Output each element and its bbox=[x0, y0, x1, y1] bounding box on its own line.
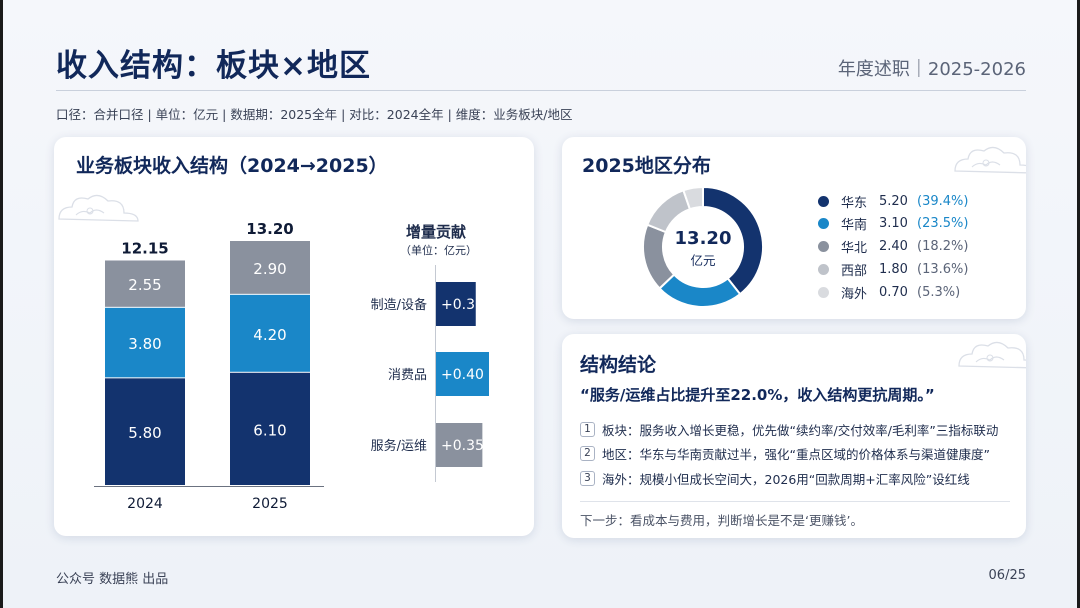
bar-segment bbox=[230, 294, 310, 372]
legend-value: 3.10 bbox=[879, 215, 908, 231]
legend-value: 1.80 bbox=[879, 261, 908, 277]
region-card bbox=[562, 137, 1026, 319]
region-card-title: 2025地区分布 bbox=[582, 155, 711, 177]
legend-value: 2.40 bbox=[879, 238, 908, 254]
conclusion-point: 1 板块：服务收入增长更稳，优先做“续约率/交付效率/毛利率”三指标联动 bbox=[580, 420, 998, 439]
bar-segment-label: 6.10 bbox=[253, 421, 286, 439]
increment-bar-label: +0.40 bbox=[441, 367, 484, 383]
bar-segment-label: 3.80 bbox=[128, 335, 161, 353]
conclusion-point: 3 海外：规模小但成长空间大，2026用“回款周期+汇率风险”设红线 bbox=[580, 469, 970, 488]
segment-card-title: 业务板块收入结构（2024→2025） bbox=[76, 155, 388, 177]
legend-swatch bbox=[818, 195, 829, 207]
legend-percent: (39.4%) bbox=[917, 193, 969, 209]
point-text: 海外：规模小但成长空间大，2026用“回款周期+汇率风险”设红线 bbox=[602, 472, 970, 487]
donut-center-unit: 亿元 bbox=[690, 253, 716, 268]
donut-center-value: 13.20 bbox=[674, 228, 732, 249]
donut-slice bbox=[658, 273, 742, 308]
point-text: 地区：华东与华南贡献过半，强化“重点区域的价格体系与渠道健康度” bbox=[602, 447, 990, 462]
point-text: 板块：服务收入增长更稳，优先做“续约率/交付效率/毛利率”三指标联动 bbox=[602, 423, 999, 438]
cloud-ornament-icon bbox=[954, 146, 1026, 174]
legend-label: 华东 bbox=[841, 195, 868, 211]
legend-item: 西部 1.80 (13.6%) bbox=[818, 260, 969, 279]
legend-percent: (23.5%) bbox=[917, 215, 969, 231]
increment-title: 增量贡献 bbox=[406, 223, 467, 241]
legend-label: 华南 bbox=[841, 217, 868, 233]
increment-category-label: 服务/运维 bbox=[371, 438, 427, 454]
increment-bar bbox=[436, 423, 483, 467]
legend-item: 华东 5.20 (39.4%) bbox=[818, 192, 969, 211]
report-label: 年度述职｜2025-2026 bbox=[837, 59, 1026, 80]
bar-segment-label: 5.80 bbox=[128, 424, 161, 442]
page-title: 收入结构：板块×地区 bbox=[56, 48, 371, 84]
legend-percent: (13.6%) bbox=[917, 261, 969, 277]
legend-swatch bbox=[818, 217, 829, 229]
increment-bar-label: +0.35 bbox=[441, 438, 484, 454]
increment-unit: （单位：亿元） bbox=[400, 244, 477, 257]
bar-segment bbox=[105, 378, 185, 485]
cloud-ornament-icon bbox=[58, 194, 139, 222]
donut-slice bbox=[645, 189, 692, 234]
bar-segment bbox=[230, 241, 310, 294]
increment-bar-label: +0.30 bbox=[441, 297, 484, 313]
stacked-bar-chart: 5.80 3.80 2.55 12.15 2024 6.10 4.20 2.90 13.20 20… bbox=[94, 220, 324, 512]
bar-total-label: 13.20 bbox=[246, 220, 293, 238]
cloud-ornament-icon bbox=[958, 341, 1026, 369]
x-tick-label: 2025 bbox=[252, 496, 288, 512]
conclusion-divider bbox=[580, 501, 1010, 502]
point-number: 3 bbox=[580, 471, 595, 486]
header-divider bbox=[56, 90, 1026, 91]
increment-category-label: 制造/设备 bbox=[371, 297, 427, 313]
conclusion-card-title: 结构结论 bbox=[580, 354, 657, 376]
conclusion-card bbox=[562, 334, 1026, 538]
legend-label: 华北 bbox=[841, 240, 868, 256]
legend-swatch bbox=[818, 286, 829, 298]
legend-value: 5.20 bbox=[879, 193, 908, 209]
point-number: 1 bbox=[580, 422, 595, 437]
increment-bar bbox=[436, 282, 476, 326]
page-number: 06/25 bbox=[988, 568, 1026, 583]
bar-segment bbox=[105, 307, 185, 378]
increment-bar bbox=[436, 352, 489, 396]
legend-percent: (5.3%) bbox=[917, 284, 961, 300]
bar-segment bbox=[105, 260, 185, 307]
legend-swatch bbox=[818, 240, 829, 252]
legend-label: 海外 bbox=[841, 286, 868, 302]
next-step-note: 下一步：看成本与费用，判断增长是不是‘更赚钱’。 bbox=[580, 513, 863, 528]
donut-slice bbox=[702, 185, 764, 296]
legend-value: 0.70 bbox=[879, 284, 908, 300]
legend-item: 华北 2.40 (18.2%) bbox=[818, 237, 969, 256]
increment-bar-chart: +0.30 制造/设备 +0.40 消费品 +0.35 服务/运维 bbox=[371, 265, 489, 482]
bar-segment-label: 2.90 bbox=[253, 260, 286, 278]
conclusion-point: 2 地区：华东与华南贡献过半，强化“重点区域的价格体系与渠道健康度” bbox=[580, 444, 990, 463]
legend-label: 西部 bbox=[841, 263, 868, 279]
legend-item: 华南 3.10 (23.5%) bbox=[818, 214, 969, 233]
bar-segment-label: 4.20 bbox=[253, 326, 286, 344]
region-donut-chart bbox=[642, 185, 764, 308]
bar-total-label: 12.15 bbox=[121, 239, 168, 257]
caliber-note: 口径：合并口径 | 单位：亿元 | 数据期：2025全年 | 对比：2024全年… bbox=[56, 107, 573, 122]
bar-segment bbox=[230, 372, 310, 485]
x-tick-label: 2024 bbox=[127, 496, 163, 512]
legend-item: 海外 0.70 (5.3%) bbox=[818, 283, 961, 302]
bar-segment-label: 2.55 bbox=[128, 276, 161, 294]
conclusion-quote: “服务/运维占比提升至22.0%，收入结构更抗周期。” bbox=[580, 386, 935, 404]
footer-credit: 公众号 数据熊 出品 bbox=[56, 572, 169, 587]
increment-category-label: 消费品 bbox=[388, 368, 427, 383]
legend-percent: (18.2%) bbox=[917, 238, 969, 254]
donut-slice bbox=[682, 185, 704, 211]
legend-swatch bbox=[818, 263, 829, 275]
point-number: 2 bbox=[580, 446, 595, 461]
